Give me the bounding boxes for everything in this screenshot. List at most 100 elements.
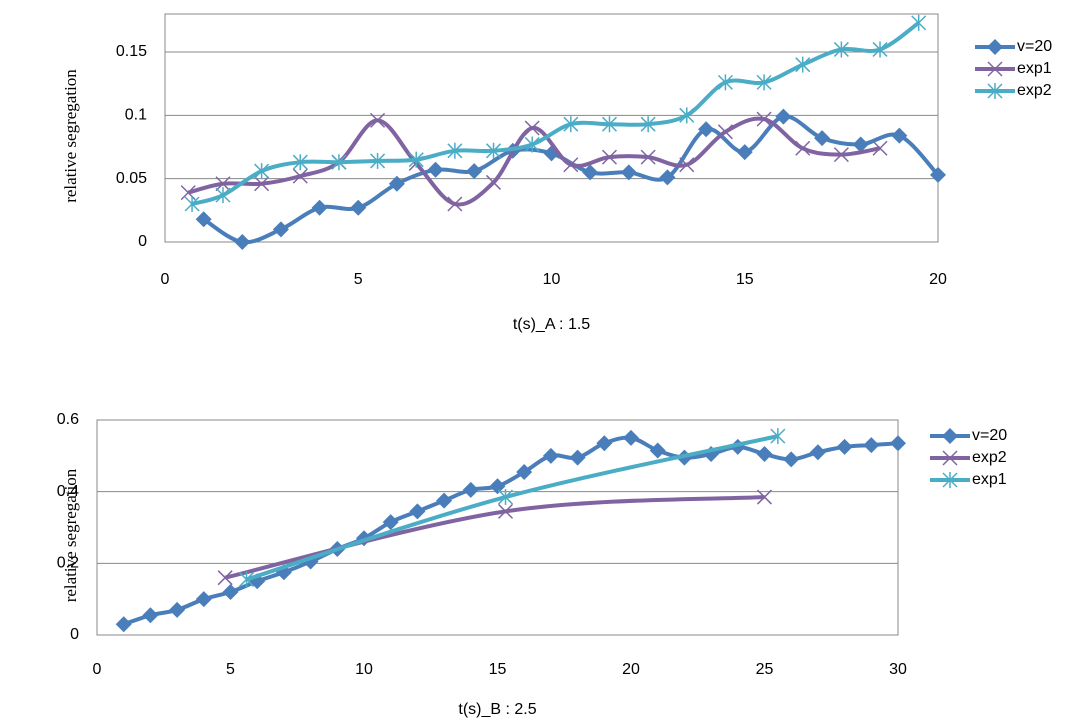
marker	[447, 142, 463, 159]
x-tick-label: 0	[161, 271, 170, 288]
marker	[195, 591, 212, 608]
legend-marker	[942, 450, 958, 466]
marker	[436, 492, 453, 509]
x-tick-label: 15	[736, 271, 754, 288]
marker	[115, 616, 132, 633]
marker	[756, 74, 772, 91]
x-tick-label: 10	[543, 271, 561, 288]
y-tick-label: 0.05	[116, 170, 147, 187]
marker	[795, 56, 811, 73]
marker	[409, 503, 426, 520]
series-line	[191, 21, 920, 206]
marker	[717, 74, 733, 91]
marker	[254, 163, 270, 180]
y-tick-label: 0.15	[116, 43, 147, 60]
marker	[601, 116, 618, 133]
x-tick-label: 30	[889, 661, 907, 678]
y-tick-label: 0.6	[57, 411, 79, 428]
marker	[427, 161, 444, 178]
marker	[382, 514, 399, 531]
x-tick-label: 5	[354, 271, 363, 288]
marker	[217, 570, 233, 586]
marker	[930, 166, 946, 183]
marker	[872, 140, 888, 156]
y-tick-label: 0	[70, 626, 79, 643]
marker	[184, 196, 200, 212]
marker	[890, 435, 906, 452]
legend-label: v=20	[972, 427, 1007, 444]
marker	[563, 157, 579, 173]
marker	[462, 481, 479, 498]
marker	[659, 169, 676, 186]
marker	[388, 175, 405, 192]
marker	[795, 140, 811, 156]
marker	[524, 136, 540, 153]
marker	[679, 157, 695, 173]
marker	[833, 147, 849, 163]
marker	[863, 437, 880, 454]
y-axis-title: relative segregation	[61, 468, 80, 602]
legend-label: exp2	[972, 449, 1007, 466]
y-tick-label: 0	[138, 233, 147, 250]
marker	[272, 221, 289, 238]
y-tick-label: 0.4	[57, 483, 79, 500]
marker	[485, 142, 502, 159]
series-line	[202, 114, 940, 245]
y-axis-title: relative segregation	[61, 69, 80, 203]
marker	[814, 130, 831, 147]
x-tick-label: 0	[93, 661, 102, 678]
marker	[485, 174, 502, 190]
marker	[195, 211, 212, 228]
legend-label: exp1	[972, 471, 1007, 488]
marker	[649, 442, 666, 459]
marker	[311, 199, 328, 216]
x-tick-label: 15	[489, 661, 507, 678]
marker	[582, 164, 599, 181]
marker	[756, 489, 773, 505]
marker	[640, 149, 656, 165]
marker	[596, 435, 613, 452]
marker	[466, 163, 483, 180]
marker	[497, 489, 514, 506]
legend-marker	[987, 39, 1003, 55]
marker	[775, 108, 792, 125]
x-tick-label: 10	[355, 661, 373, 678]
legend-label: exp2	[1017, 82, 1052, 99]
marker	[542, 447, 559, 464]
marker	[833, 41, 849, 58]
marker	[222, 584, 239, 600]
marker	[783, 451, 800, 468]
marker	[370, 152, 386, 169]
y-tick-label: 0.1	[125, 107, 147, 124]
marker	[234, 234, 251, 250]
marker	[872, 41, 888, 58]
legend-marker	[942, 428, 958, 444]
marker	[620, 164, 637, 181]
marker	[489, 478, 506, 495]
marker	[180, 185, 196, 201]
marker	[836, 438, 853, 455]
marker	[215, 187, 231, 204]
x-axis-title: t(s)_A : 1.5	[513, 316, 590, 333]
marker	[524, 120, 540, 136]
marker	[292, 154, 308, 171]
marker	[254, 176, 270, 192]
plot-frame	[96, 419, 899, 636]
x-tick-label: 25	[756, 661, 774, 678]
x-tick-label: 20	[929, 271, 947, 288]
marker	[852, 136, 869, 153]
legend-marker	[987, 83, 1003, 99]
x-tick-label: 20	[622, 661, 640, 678]
marker	[809, 444, 826, 461]
marker	[238, 571, 255, 588]
x-axis-title: t(s)_B : 2.5	[458, 701, 536, 718]
marker	[370, 112, 386, 128]
series-line	[123, 435, 899, 627]
legend-marker	[942, 472, 958, 488]
marker	[640, 116, 656, 133]
marker	[679, 107, 695, 124]
marker	[516, 463, 533, 480]
marker	[623, 429, 639, 446]
marker	[601, 149, 618, 165]
